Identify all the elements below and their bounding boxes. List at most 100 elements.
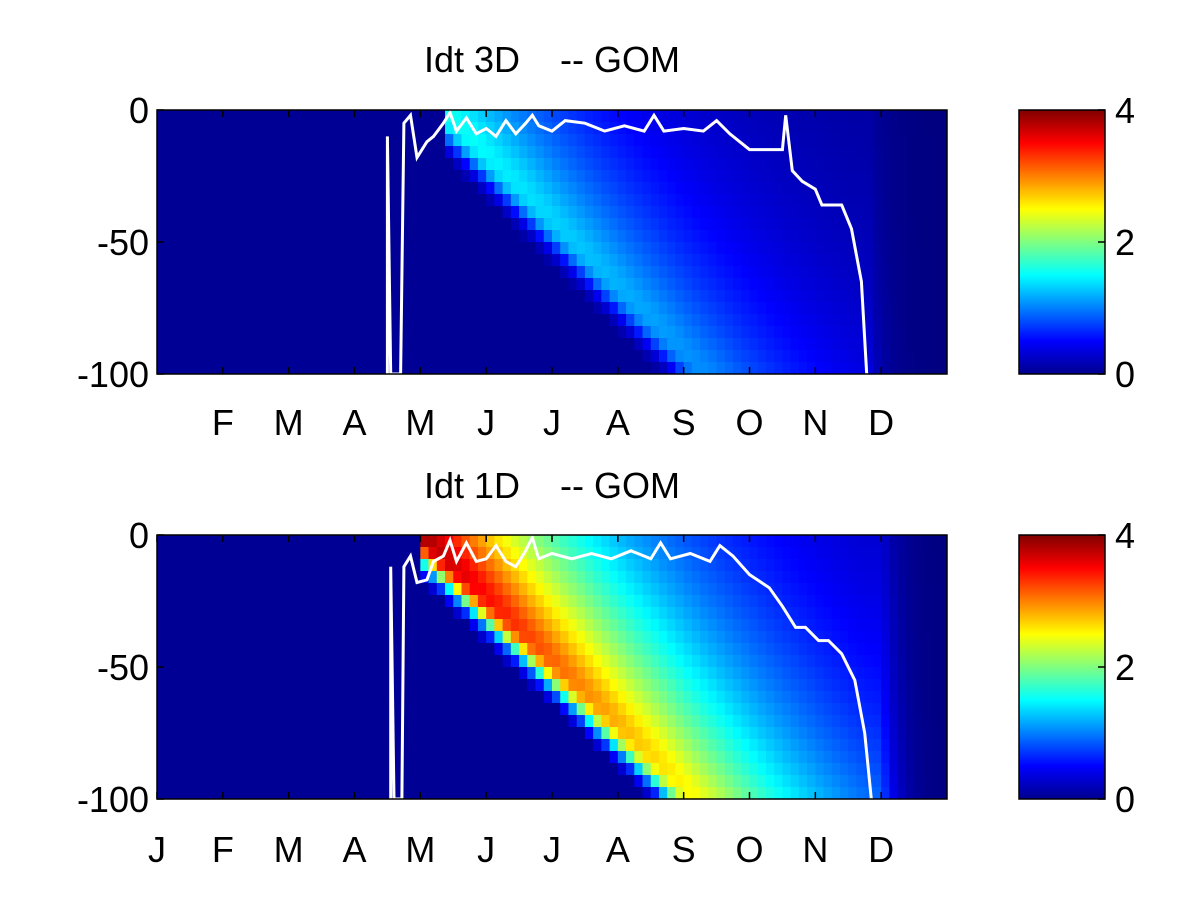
heatmap-cell	[617, 775, 627, 788]
heatmap-cell	[247, 182, 257, 195]
heatmap-cell	[864, 362, 874, 374]
heatmap-cell	[807, 290, 816, 303]
heatmap-cell	[502, 547, 512, 560]
heatmap-cell	[288, 643, 298, 656]
heatmap-cell	[609, 338, 619, 351]
heatmap-cell	[807, 643, 816, 656]
heatmap-cell	[420, 230, 430, 243]
heatmap-cell	[412, 182, 421, 195]
heatmap-cell	[486, 703, 495, 716]
heatmap-cell	[494, 535, 504, 548]
heatmap-cell	[189, 254, 199, 267]
heatmap-cell	[189, 691, 199, 704]
heatmap-cell	[922, 751, 932, 764]
heatmap-cell	[412, 350, 421, 363]
heatmap-cell	[272, 170, 282, 183]
heatmap-cell	[329, 302, 339, 315]
heatmap-cell	[494, 254, 504, 267]
heatmap-cell	[650, 350, 660, 363]
heatmap-cell	[700, 350, 709, 363]
heatmap-cell	[519, 158, 528, 171]
heatmap-cell	[469, 583, 479, 596]
heatmap-cell	[527, 302, 537, 315]
heatmap-cell	[782, 314, 792, 327]
heatmap-cell	[189, 607, 199, 620]
heatmap-cell	[626, 751, 635, 764]
heatmap-cell	[823, 302, 833, 315]
heatmap-cell	[864, 595, 874, 608]
heatmap-cell	[165, 739, 175, 752]
x-tick-label: O	[735, 402, 763, 443]
heatmap-cell	[807, 787, 816, 799]
x-tick-label: M	[274, 402, 304, 443]
heatmap-cell	[930, 338, 940, 351]
heatmap-cell	[881, 170, 890, 183]
heatmap-cell	[914, 206, 923, 219]
heatmap-cell	[749, 134, 759, 147]
heatmap-cell	[593, 679, 602, 692]
heatmap-cell	[831, 655, 841, 668]
heatmap-cell	[486, 667, 495, 680]
heatmap-cell	[214, 302, 224, 315]
heatmap-cell	[675, 242, 685, 255]
heatmap-cell	[403, 607, 413, 620]
heatmap-cell	[658, 146, 668, 159]
heatmap-cell	[527, 751, 537, 764]
heatmap-cell	[338, 607, 347, 620]
heatmap-cell	[724, 290, 734, 303]
heatmap-cell	[889, 655, 899, 668]
heatmap-cell	[658, 314, 668, 327]
heatmap-cell	[691, 254, 701, 267]
heatmap-cell	[436, 691, 446, 704]
heatmap-cell	[568, 619, 578, 632]
heatmap-cell	[181, 583, 191, 596]
heatmap-cell	[584, 667, 594, 680]
heatmap-cell	[436, 703, 446, 716]
heatmap-cell	[930, 715, 940, 728]
heatmap-cell	[502, 535, 512, 548]
heatmap-cell	[938, 655, 947, 668]
heatmap-cell	[593, 643, 602, 656]
heatmap-cell	[510, 314, 520, 327]
heatmap-cell	[510, 146, 520, 159]
heatmap-cell	[609, 679, 619, 692]
heatmap-cell	[823, 326, 833, 339]
heatmap-cell	[872, 218, 882, 231]
heatmap-cell	[856, 326, 866, 339]
heatmap-cell	[782, 583, 792, 596]
heatmap-cell	[741, 595, 751, 608]
heatmap-cell	[757, 547, 767, 560]
heatmap-cell	[477, 667, 487, 680]
heatmap-cell	[667, 679, 677, 692]
heatmap-cell	[165, 110, 175, 123]
heatmap-cell	[708, 643, 718, 656]
heatmap-cell	[856, 194, 866, 207]
heatmap-cell	[173, 350, 183, 363]
heatmap-cell	[584, 278, 594, 291]
heatmap-cell	[798, 787, 808, 799]
heatmap-cell	[189, 775, 199, 788]
heatmap-cell	[576, 727, 586, 740]
heatmap-cell	[889, 751, 899, 764]
heatmap-cell	[198, 242, 207, 255]
heatmap-cell	[626, 787, 635, 799]
heatmap-cell	[584, 290, 594, 303]
heatmap-cell	[938, 547, 947, 560]
heatmap-cell	[691, 182, 701, 195]
heatmap-cell	[527, 134, 537, 147]
heatmap-cell	[922, 278, 932, 291]
heatmap-cell	[157, 290, 166, 303]
heatmap-cell	[321, 679, 331, 692]
heatmap-cell	[609, 727, 619, 740]
heatmap-cell	[691, 338, 701, 351]
heatmap-cell	[700, 631, 709, 644]
heatmap-cell	[708, 715, 718, 728]
heatmap-cell	[897, 326, 907, 339]
heatmap-cell	[905, 194, 915, 207]
heatmap-cell	[716, 278, 726, 291]
heatmap-cell	[733, 787, 742, 799]
heatmap-cell	[420, 182, 430, 195]
heatmap-cell	[535, 703, 545, 716]
heatmap-cell	[872, 547, 882, 560]
heatmap-cell	[362, 583, 372, 596]
